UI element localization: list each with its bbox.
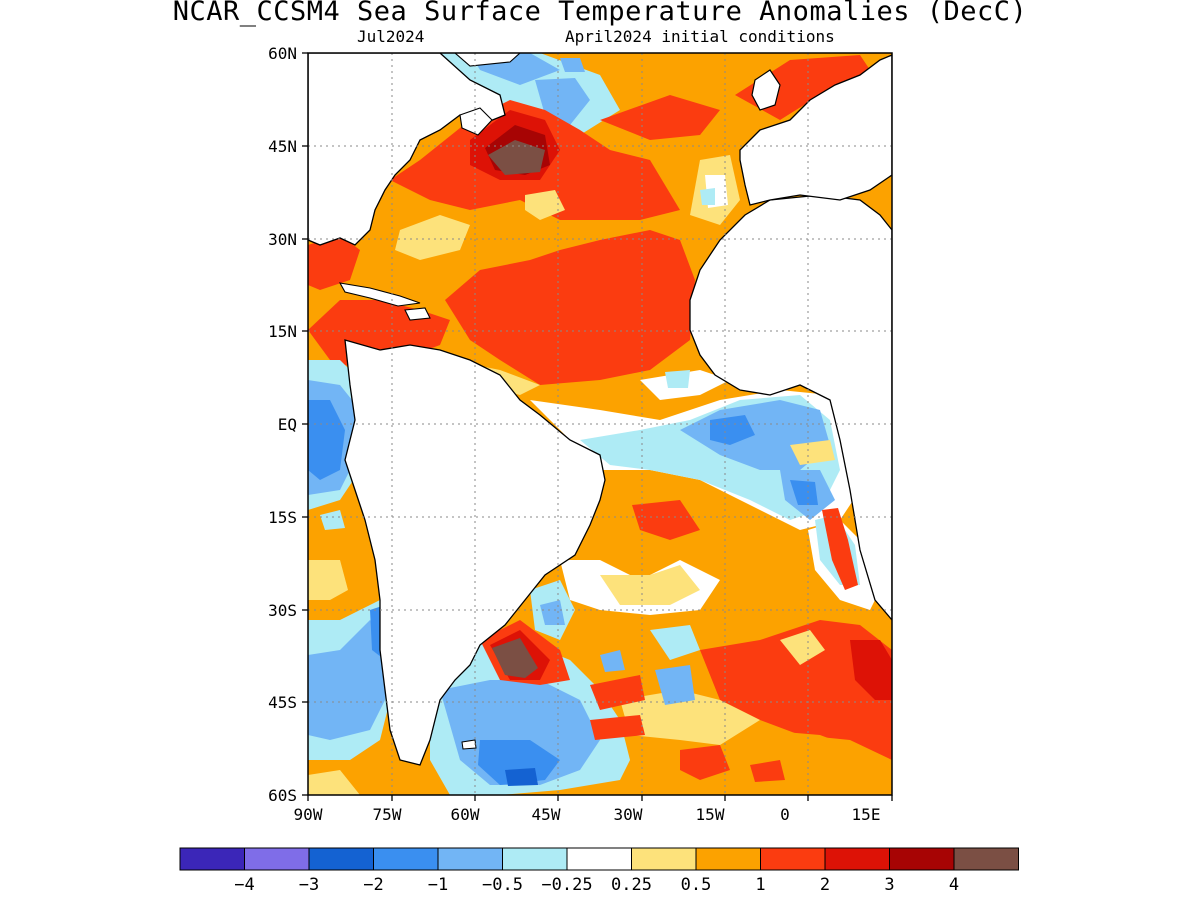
colorbar-tick-label: 0.5 <box>681 875 712 895</box>
colorbar-tick-label: −1 <box>428 875 448 895</box>
colorbar <box>179 847 1019 871</box>
colorbar-swatch <box>373 847 439 871</box>
lat-tick-label: 15N <box>268 322 297 341</box>
lon-tick-label: 15W <box>696 805 725 824</box>
lon-axis <box>307 795 893 801</box>
initial-conditions: April2024 initial conditions <box>565 27 835 46</box>
anomaly-field <box>308 53 892 795</box>
africa-land <box>689 194 892 622</box>
lat-tick-label: 60N <box>268 44 297 63</box>
lat-axis <box>302 52 308 796</box>
colorbar-swatch <box>824 847 890 871</box>
great-britain-land <box>751 69 781 111</box>
lon-tick-label: 90W <box>294 805 323 824</box>
lat-tick-label: EQ <box>278 415 297 434</box>
colorbar-swatch <box>695 847 761 871</box>
colorbar-labels: −4 −3 −2 −1 −0.5 −0.25 0.25 0.5 1 2 3 4 <box>234 875 959 895</box>
greenland-land <box>454 53 521 67</box>
colorbar-swatch <box>889 847 955 871</box>
lon-tick-label: 45W <box>532 805 561 824</box>
lon-tick-label: 75W <box>373 805 402 824</box>
colorbar-swatch <box>502 847 568 871</box>
newfoundland-land <box>459 107 493 136</box>
lon-tick-label: 0 <box>780 805 790 824</box>
colorbar-tick-label: 0.25 <box>611 875 652 895</box>
lat-tick-label: 15S <box>268 508 297 527</box>
north-america-land <box>308 53 506 246</box>
colorbar-swatch <box>179 847 245 871</box>
falklands-land <box>461 739 477 750</box>
colorbar-swatch <box>953 847 1019 871</box>
colorbar-swatch <box>308 847 374 871</box>
colorbar-tick-label: −0.25 <box>541 875 592 895</box>
colorbar-swatch <box>760 847 826 871</box>
lat-tick-label: 30S <box>268 601 297 620</box>
colorbar-swatch <box>244 847 310 871</box>
colorbar-tick-label: −3 <box>299 875 319 895</box>
colorbar-tick-label: −2 <box>363 875 383 895</box>
graticule <box>308 53 892 795</box>
colorbar-tick-label: 3 <box>884 875 894 895</box>
colorbar-tick-label: −4 <box>234 875 254 895</box>
europe-land <box>739 54 892 206</box>
lat-tick-label: 30N <box>268 230 297 249</box>
colorbar-tick-label: −0.5 <box>482 875 523 895</box>
lon-tick-label: 15E <box>852 805 881 824</box>
cuba-land <box>338 282 421 307</box>
lat-tick-label: 60S <box>268 786 297 805</box>
colorbar-swatch <box>631 847 697 871</box>
colorbar-swatch <box>566 847 632 871</box>
hispaniola-land <box>404 307 431 321</box>
map-title: NCAR_CCSM4 Sea Surface Temperature Anoma… <box>172 0 1028 27</box>
lon-tick-label: 30W <box>614 805 643 824</box>
colorbar-tick-label: 1 <box>755 875 765 895</box>
lon-tick-label: 60W <box>451 805 480 824</box>
lat-tick-label: 45S <box>268 693 297 712</box>
colorbar-tick-label: 2 <box>820 875 830 895</box>
lat-tick-label: 45N <box>268 137 297 156</box>
colorbar-tick-label: 4 <box>949 875 959 895</box>
forecast-month: Jul2024 <box>357 27 425 46</box>
colorbar-swatch <box>437 847 503 871</box>
